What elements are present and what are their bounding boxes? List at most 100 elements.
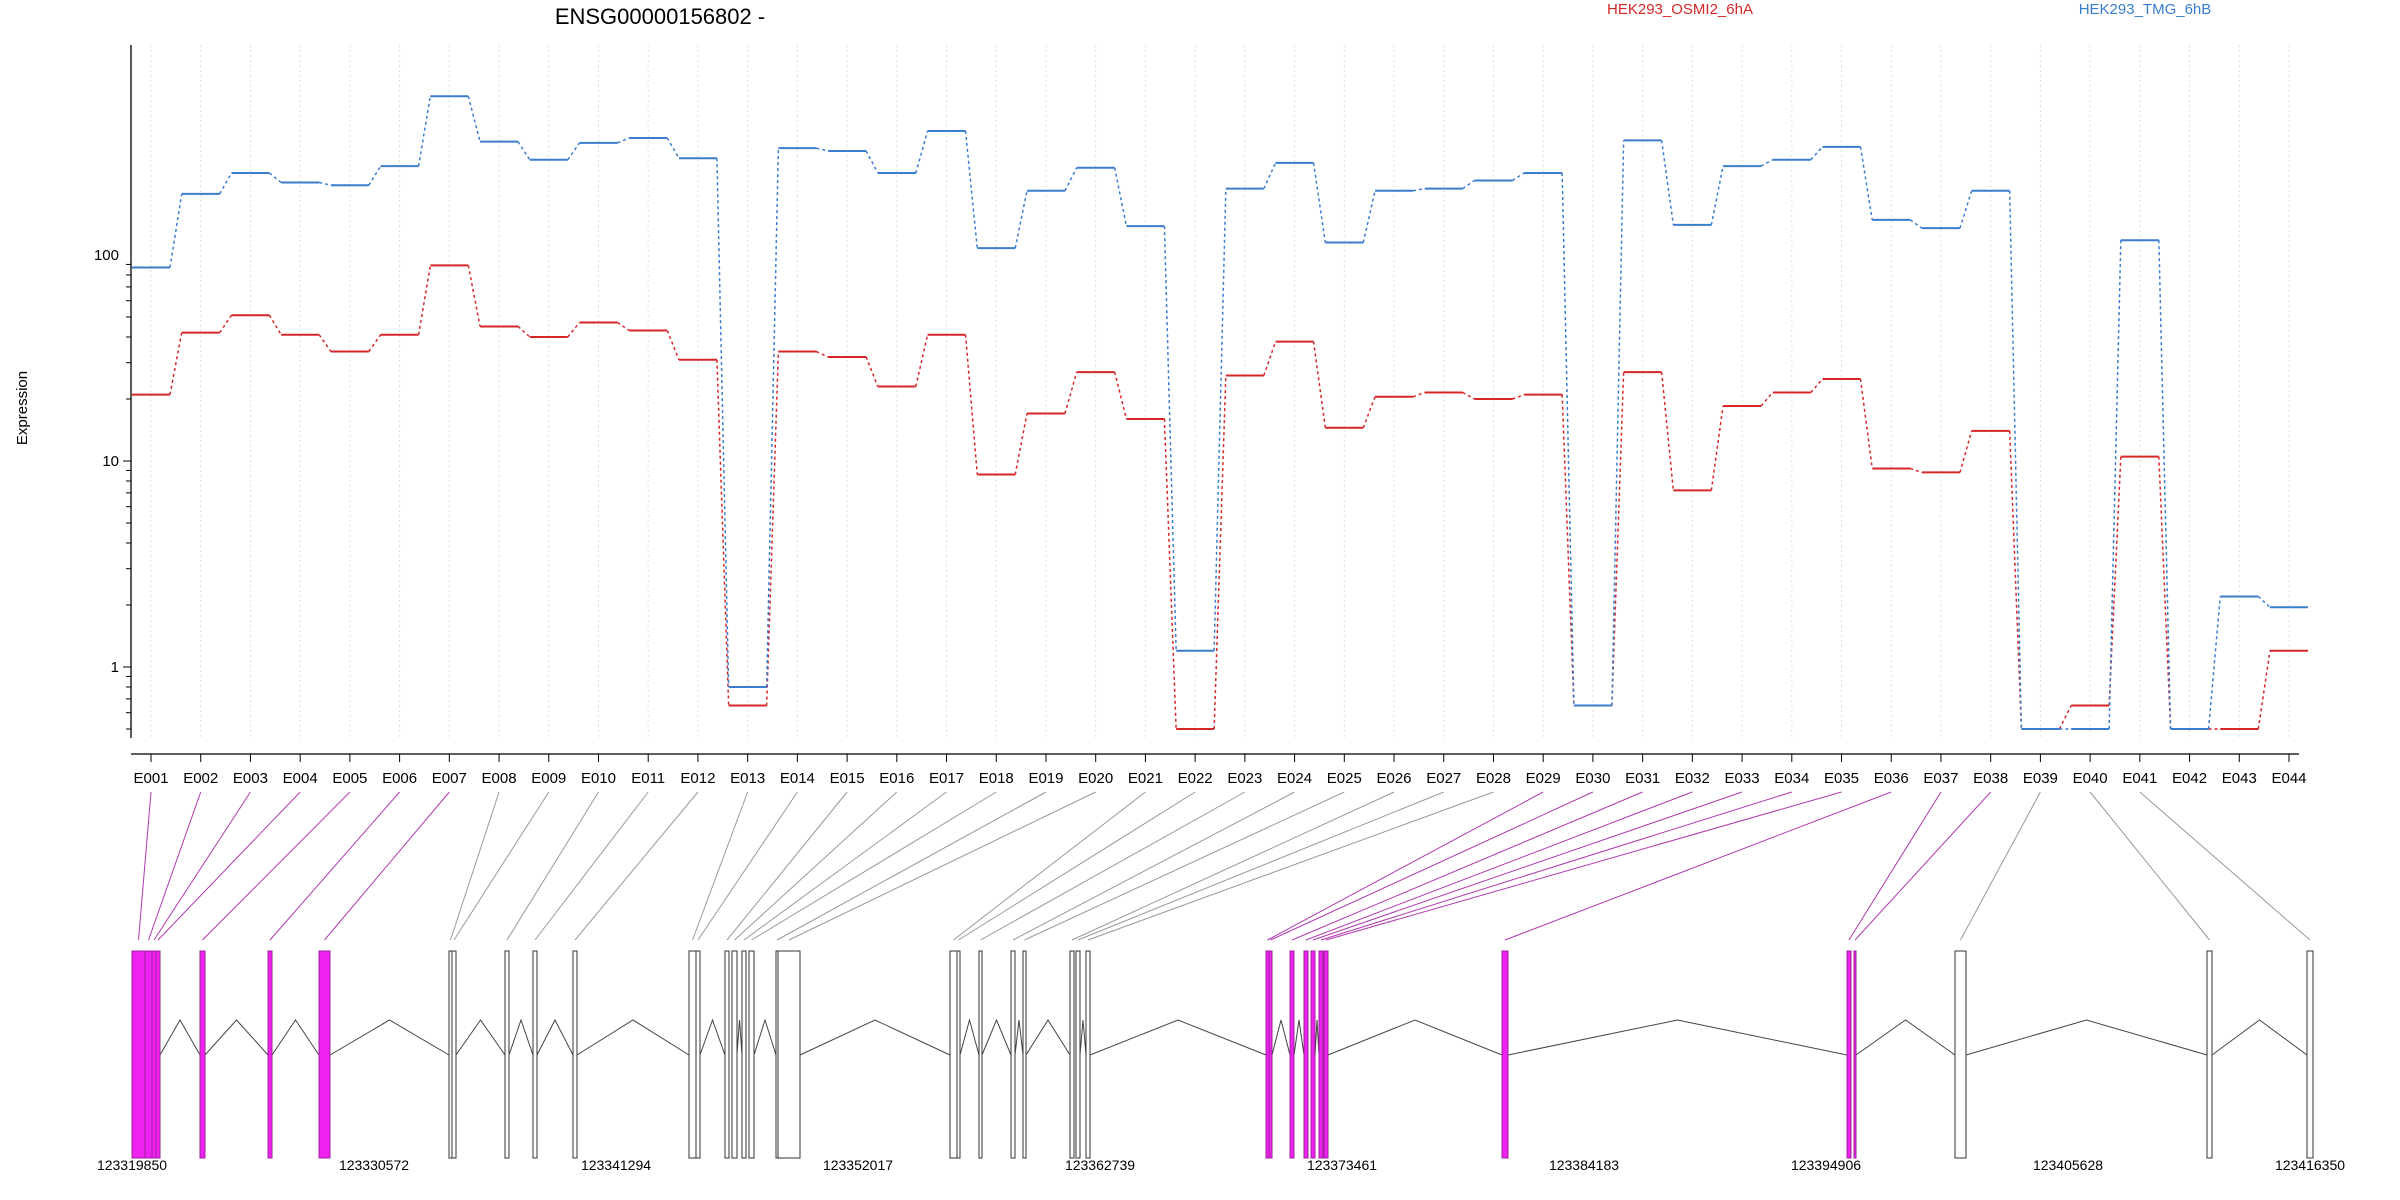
exon-e017: [741, 950, 747, 1159]
exon-connector-e025: [1024, 791, 1345, 941]
series-connector: [2207, 596, 2222, 730]
x-tick-label: E009: [531, 770, 566, 787]
coordinate-label: 123384183: [1549, 1157, 1619, 1173]
x-tick-label: E028: [1476, 770, 1511, 787]
exon-connector-e035: [1325, 791, 1842, 941]
exon-connector-e024: [1012, 791, 1295, 941]
series-connector: [2008, 190, 2023, 730]
x-tick-label: E027: [1426, 770, 1461, 787]
exon-connector-e021: [953, 791, 1146, 941]
intron-line: [1314, 1019, 1320, 1056]
coordinate-label: 123352017: [823, 1157, 893, 1173]
exon-e040: [2206, 950, 2213, 1159]
series-connector: [567, 322, 581, 338]
exon-e033: [1310, 950, 1316, 1159]
exon-connector-e034: [1320, 791, 1792, 941]
coordinate-label: 123362739: [1065, 1157, 1135, 1173]
intron-line: [455, 1019, 506, 1056]
exon-connector-e033: [1312, 791, 1743, 941]
series-connector: [1909, 467, 1923, 474]
series-connector: [1561, 173, 1575, 706]
series-connector: [169, 332, 183, 395]
x-tick-label: E031: [1625, 770, 1660, 787]
series-connector: [268, 314, 282, 336]
series-connector: [1064, 167, 1078, 192]
series-connector: [1263, 341, 1277, 376]
exon-e023: [978, 950, 983, 1159]
intron-line: [204, 1019, 269, 1056]
series-connector: [1312, 162, 1327, 243]
intron-line: [1293, 1019, 1305, 1056]
x-tick-label: E043: [2222, 770, 2257, 787]
exon-e016: [731, 950, 738, 1159]
intron-line: [1014, 1019, 1024, 1056]
x-tick-label: E021: [1128, 770, 1163, 787]
x-tick-label: E029: [1526, 770, 1561, 787]
exon-e015: [724, 950, 730, 1159]
y-axis-label: Expression: [14, 371, 31, 445]
exon-e041: [2306, 950, 2314, 1159]
series-connector: [169, 193, 183, 268]
coordinate-label: 123405628: [2033, 1157, 2103, 1173]
y-tick-label: 100: [94, 247, 119, 264]
x-tick-label: E038: [1973, 770, 2008, 787]
intron-line: [2211, 1019, 2308, 1056]
exon-e035: [1323, 950, 1329, 1159]
series-connector: [219, 172, 233, 195]
series-connector: [865, 356, 879, 387]
exon-e011: [532, 950, 538, 1159]
exon-connector-e032: [1305, 791, 1693, 941]
x-tick-label: E026: [1376, 770, 1411, 787]
exon-connector-e020: [788, 791, 1096, 941]
intron-line: [959, 1018, 980, 1056]
x-tick-label: E012: [680, 770, 715, 787]
series-connector: [417, 265, 432, 335]
intron-line: [799, 1019, 951, 1056]
series-connector: [219, 314, 233, 334]
series-connector: [1412, 391, 1426, 398]
intron-line: [1089, 1019, 1267, 1056]
intron-line: [1079, 1019, 1087, 1056]
intron-line: [576, 1019, 690, 1056]
intron-line: [329, 1019, 450, 1056]
x-tick-label: E013: [730, 770, 765, 787]
exon-connector-e009: [453, 791, 550, 941]
y-tick-label: 1: [111, 659, 119, 676]
x-tick-label: E030: [1575, 770, 1610, 787]
exon-e013: [688, 950, 697, 1159]
exon-e012: [572, 950, 578, 1159]
exon-e022: [956, 950, 961, 1159]
series-connector: [1959, 430, 1973, 473]
series-1: [132, 264, 2308, 731]
series-connector: [1312, 341, 1327, 428]
x-tick-label: E025: [1327, 770, 1362, 787]
x-tick-label: E020: [1078, 770, 1113, 787]
series-connector: [1810, 146, 1824, 161]
coordinate-label: 123330572: [339, 1157, 409, 1173]
series-connector: [1859, 378, 1873, 469]
x-tick-label: E023: [1227, 770, 1262, 787]
series-connector: [2058, 705, 2072, 730]
series-connector: [964, 334, 979, 475]
legend-entry-osmi2: HEK293_OSMI2_6hA: [1607, 1, 1753, 18]
exon-e024: [1010, 950, 1016, 1159]
series-connector: [1263, 162, 1277, 189]
exon-e002: [144, 950, 153, 1159]
exon-connector-e030: [1270, 791, 1594, 941]
series-connector: [1412, 187, 1425, 192]
gene-model: [131, 950, 2314, 1159]
x-tick-label: E037: [1923, 770, 1958, 787]
series-connector: [1163, 418, 1177, 730]
exon-e034: [1318, 950, 1324, 1159]
exon-connector-e016: [734, 791, 898, 941]
series-connector: [318, 334, 332, 352]
series-connector: [816, 350, 829, 358]
exon-e018: [748, 950, 755, 1159]
exon-connector-e010: [506, 791, 599, 941]
intron-line: [736, 1019, 743, 1056]
series-connector: [467, 265, 481, 327]
x-tick-label: E006: [382, 770, 417, 787]
x-tick-label: E017: [929, 770, 964, 787]
x-tick-label: E041: [2122, 770, 2157, 787]
